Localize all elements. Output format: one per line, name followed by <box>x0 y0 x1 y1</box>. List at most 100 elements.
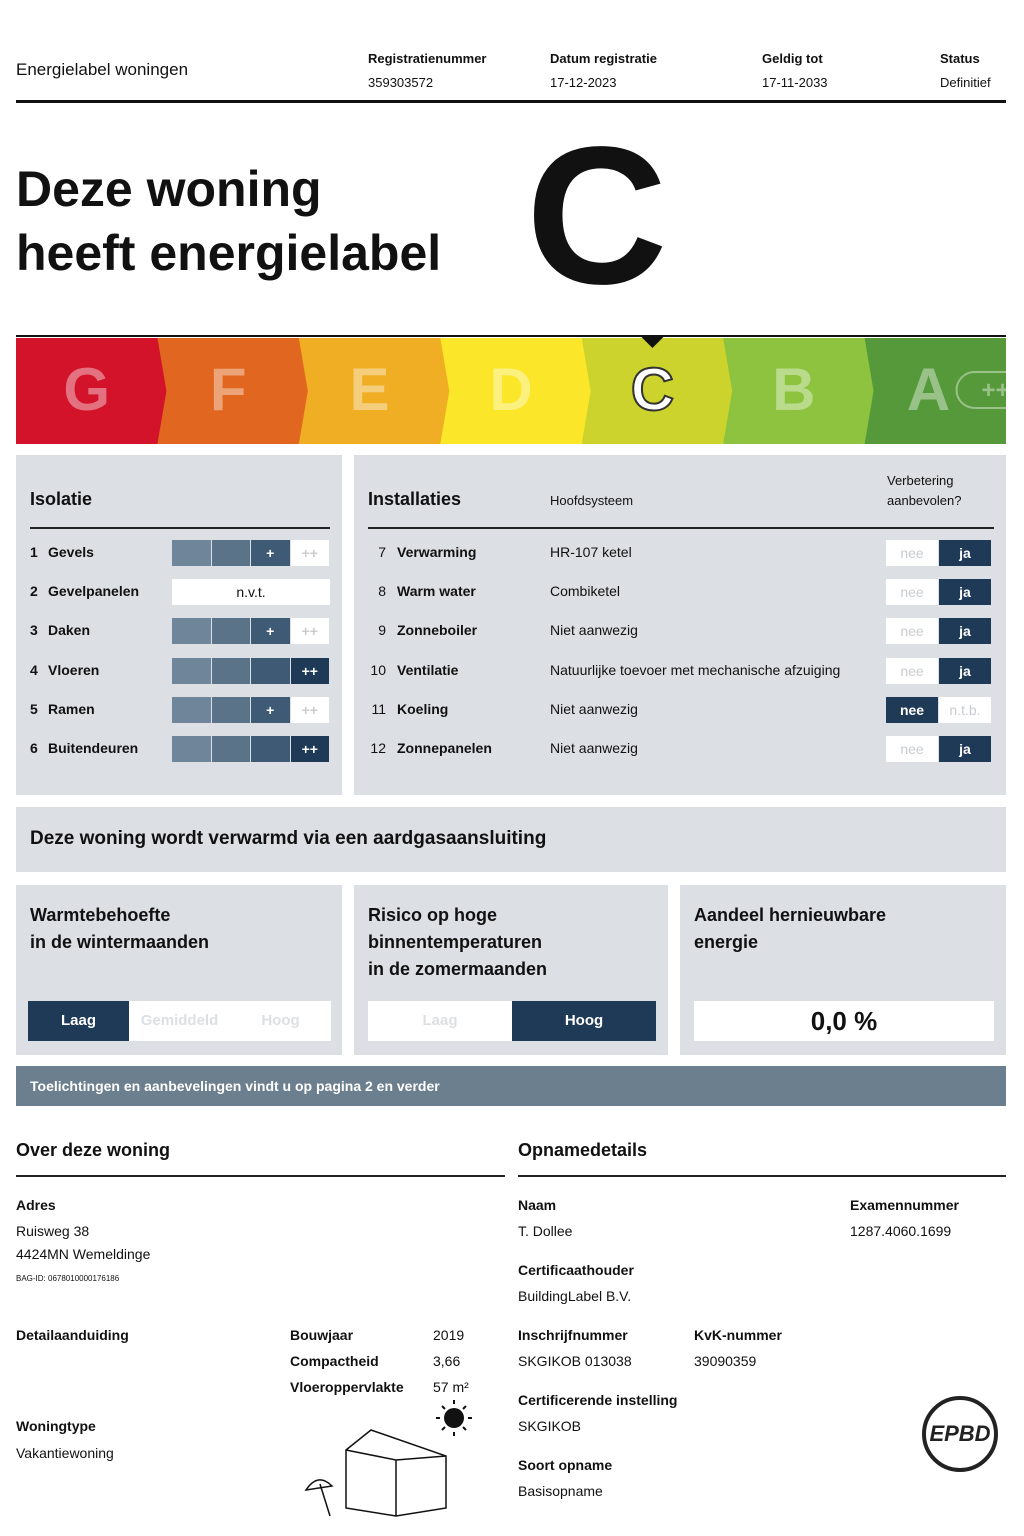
field-value: 1287.4060.1699 <box>850 1223 952 1239</box>
house-sun-drawing <box>304 1400 472 1517</box>
header-field-value: 359303572 <box>368 75 434 90</box>
field-label: KvK-nummer <box>694 1327 782 1343</box>
indicator-title: binnentemperaturen <box>368 932 543 952</box>
indicator-option: Hoog <box>512 1001 656 1041</box>
rating-segment <box>251 658 290 684</box>
doc-title: Energielabel woningen <box>16 60 189 79</box>
panel-rule <box>368 527 994 529</box>
scale-segment <box>16 338 167 444</box>
rating-segment <box>211 618 250 644</box>
field-label: Certificerende instelling <box>518 1392 678 1408</box>
field-label: Inschrijfnummer <box>518 1327 628 1343</box>
indicator-title: in de zomermaanden <box>368 959 548 979</box>
header-field-label: Status <box>940 51 980 66</box>
scale-letter: F <box>210 356 247 423</box>
advice-option: nee <box>886 736 938 762</box>
field-label: Adres <box>16 1197 56 1213</box>
advice-option: nee <box>886 579 938 605</box>
header-field-value: Definitief <box>940 75 991 90</box>
scale-segment <box>581 338 733 444</box>
header-field-label: Datum registratie <box>550 51 657 66</box>
row-number: 12 <box>370 740 386 756</box>
grade: C <box>526 106 668 325</box>
row-system: Combiketel <box>550 583 621 599</box>
advice-option: nee <box>886 697 938 723</box>
fact-label: Compactheid <box>290 1353 379 1369</box>
advice-option: n.t.b. <box>939 697 991 723</box>
indicator-title: Warmtebehoefte <box>30 905 171 925</box>
advice-option: nee <box>886 618 938 644</box>
advice-option: ja <box>939 736 991 762</box>
rating-segment: + <box>251 618 290 644</box>
row-number: 2 <box>30 583 38 599</box>
field-value: 39090359 <box>694 1353 757 1369</box>
indicator-title: in de wintermaanden <box>30 932 210 952</box>
field-label: Woningtype <box>16 1418 96 1434</box>
field-value: T. Dollee <box>518 1223 573 1239</box>
scale-segment <box>864 338 1006 444</box>
rating-segment <box>211 697 250 723</box>
row-system: Niet aanwezig <box>550 740 638 756</box>
row-name: Gevelpanelen <box>48 583 140 599</box>
rating-segment: + <box>251 540 290 566</box>
heating-note: Deze woning wordt verwarmd via een aardg… <box>30 828 547 849</box>
indicator-option: Hoog <box>230 1001 331 1041</box>
footer-note: Toelichtingen en aanbevelingen vindt u o… <box>30 1078 440 1094</box>
row-system: Natuurlijke toevoer met mechanische afzu… <box>550 662 841 678</box>
a-extra-box <box>955 371 1006 409</box>
field-label: Examennummer <box>850 1197 959 1213</box>
advice-option: ja <box>939 618 991 644</box>
header-field-label: Geldig tot <box>762 51 823 66</box>
a-extra-text: ++++ <box>982 377 1006 404</box>
bag-id: BAG-ID: 0678010000176186 <box>16 1274 120 1283</box>
rating-segment <box>172 540 211 566</box>
field-label: Naam <box>518 1197 557 1213</box>
row-number: 7 <box>378 544 386 560</box>
field-label: Certificaathouder <box>518 1262 634 1278</box>
rating-na: n.v.t. <box>172 579 330 605</box>
rating-segment <box>211 736 250 762</box>
label-scale: G F E D C B A ++++ <box>16 335 1006 444</box>
indicator-title: energie <box>694 932 759 952</box>
column-header: aanbevolen? <box>887 493 962 508</box>
rating-segment <box>172 736 211 762</box>
advice-option: nee <box>886 658 938 684</box>
row-name: Ramen <box>48 701 95 717</box>
rating-segment <box>172 618 211 644</box>
header-rule <box>16 100 1006 103</box>
section-title: Opnamedetails <box>518 1140 648 1160</box>
field-value: Vakantiewoning <box>16 1445 114 1461</box>
header-field-value: 17-12-2023 <box>550 75 617 90</box>
row-number: 4 <box>30 662 38 678</box>
epbd-logo: EPBD <box>922 1396 998 1472</box>
rating-segment <box>172 697 211 723</box>
indicator-title: Aandeel hernieuwbare <box>694 905 887 925</box>
row-name: Warm water <box>397 583 476 599</box>
scale-segment <box>298 338 450 444</box>
indicator-option: Laag <box>28 1001 129 1041</box>
rating-segment <box>172 658 211 684</box>
advice-option: ja <box>939 658 991 684</box>
heading-line: Deze woning <box>16 161 322 217</box>
row-name: Verwarming <box>397 544 477 560</box>
section-rule <box>16 1175 505 1177</box>
scale-letter: D <box>489 356 532 423</box>
field-value: SKGIKOB <box>518 1418 582 1434</box>
rating-segment <box>211 658 250 684</box>
row-number: 3 <box>30 622 38 638</box>
advice-option: ja <box>939 579 991 605</box>
renewable-value: 0,0 % <box>694 1001 994 1041</box>
field-label: Detailaanduiding <box>16 1327 129 1343</box>
field-value: Basisopname <box>518 1483 603 1499</box>
rating-segment: ++ <box>290 540 329 566</box>
header-field-label: Registratienummer <box>368 51 487 66</box>
scale-segment <box>440 338 591 444</box>
fact-value: 57 m² <box>433 1379 469 1395</box>
heading-line: heeft energielabel <box>16 225 442 281</box>
row-name: Koeling <box>397 701 449 717</box>
field-value: SKGIKOB 013038 <box>518 1353 632 1369</box>
fact-label: Vloeroppervlakte <box>290 1379 404 1395</box>
row-number: 5 <box>30 701 38 717</box>
footer-note-bar <box>16 1066 1006 1106</box>
row-name: Zonnepanelen <box>397 740 492 756</box>
